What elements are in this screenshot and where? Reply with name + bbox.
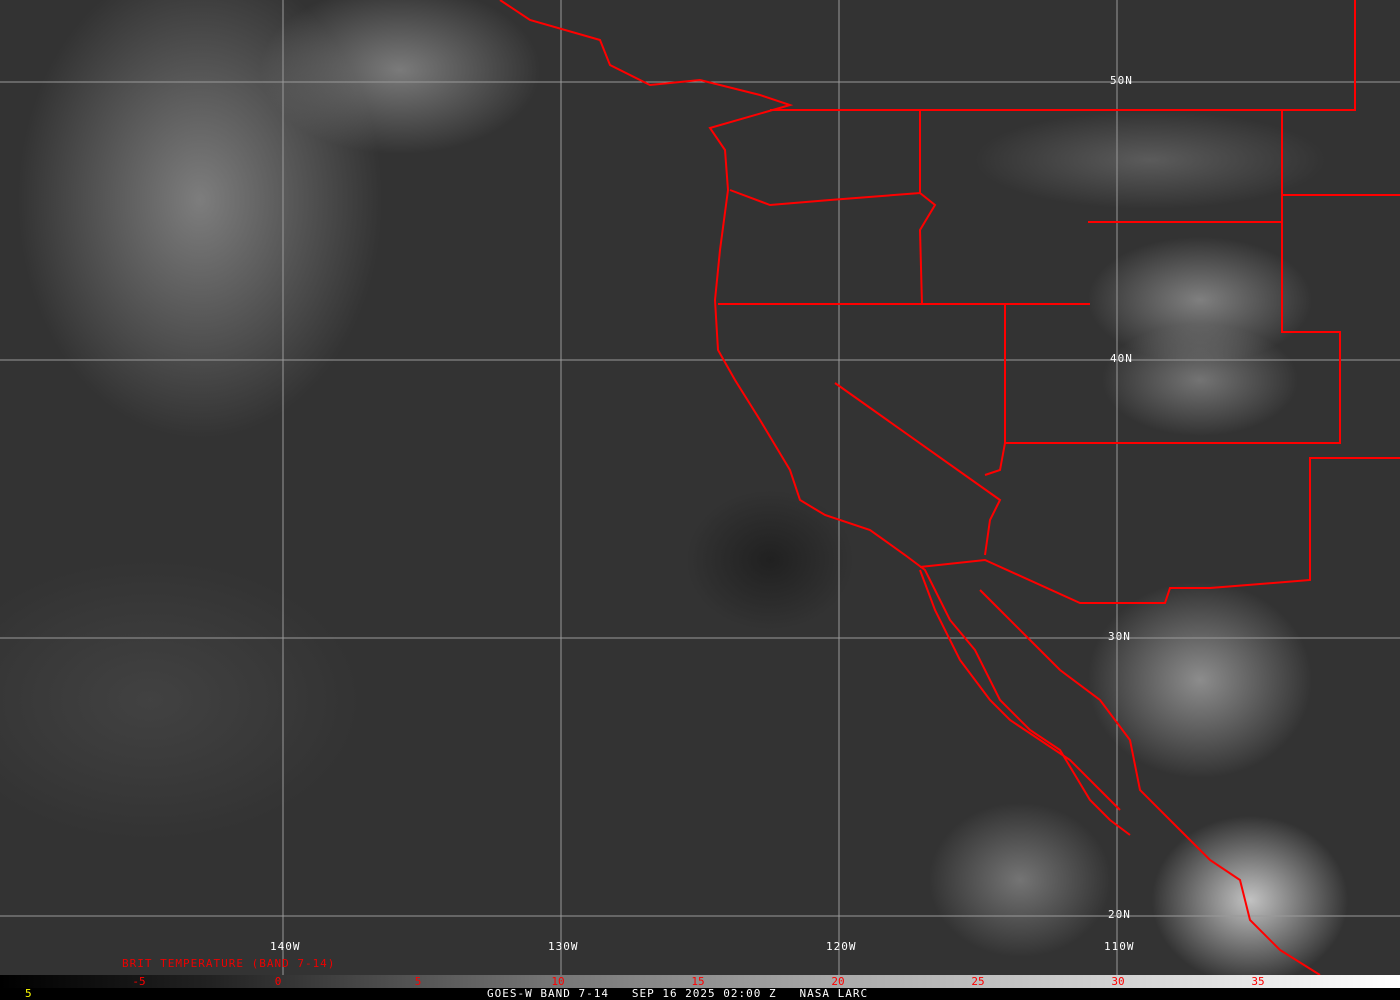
political-boundaries	[499, 0, 1400, 975]
colorbar-tick: 35	[1251, 975, 1265, 988]
footer-caption: GOES-W BAND 7-14 SEP 16 2025 02:00 Z NAS…	[487, 987, 869, 1000]
footer-left-value: 5	[25, 987, 32, 1000]
ca-nv-border	[834, 382, 1002, 556]
satellite-imagery	[0, 0, 1400, 975]
lat-lon-grid	[0, 0, 1400, 975]
colorbar-tick: 25	[971, 975, 985, 988]
lat-label-20n: 20N	[1108, 908, 1131, 921]
colorbar-tick: 0	[274, 975, 282, 988]
lon-label-140w: 140W	[270, 940, 301, 953]
nevada-border	[1004, 110, 1341, 444]
colorbar: -5 0 5 10 15 20 25 30 35	[0, 975, 1400, 988]
lat-label-50n: 50N	[1110, 74, 1133, 87]
lon-label-120w: 120W	[826, 940, 857, 953]
colorbar-tick: 10	[551, 975, 565, 988]
footer-bar: 5 GOES-W BAND 7-14 SEP 16 2025 02:00 Z N…	[0, 987, 1400, 1000]
canada-us-border	[770, 0, 1356, 111]
map-overlay	[0, 0, 1400, 975]
colorbar-tick: 15	[691, 975, 705, 988]
lat-label-40n: 40N	[1110, 352, 1133, 365]
us-mexico-border	[919, 457, 1400, 604]
mainland-mexico-coast	[979, 589, 1321, 975]
colorbar-tick: -5	[132, 975, 146, 988]
colorbar-tick: 20	[831, 975, 845, 988]
lon-label-110w: 110W	[1104, 940, 1135, 953]
coastline	[499, 0, 1131, 836]
colorbar-tick: 30	[1111, 975, 1125, 988]
baja-coastline	[919, 569, 1121, 811]
lat-label-30n: 30N	[1108, 630, 1131, 643]
lon-label-130w: 130W	[548, 940, 579, 953]
colorbar-tick: 5	[414, 975, 422, 988]
colorbar-title: BRIT TEMPERATURE (BAND 7-14)	[122, 957, 336, 970]
wa-or-border	[729, 189, 937, 306]
arizona-border	[984, 442, 1006, 476]
